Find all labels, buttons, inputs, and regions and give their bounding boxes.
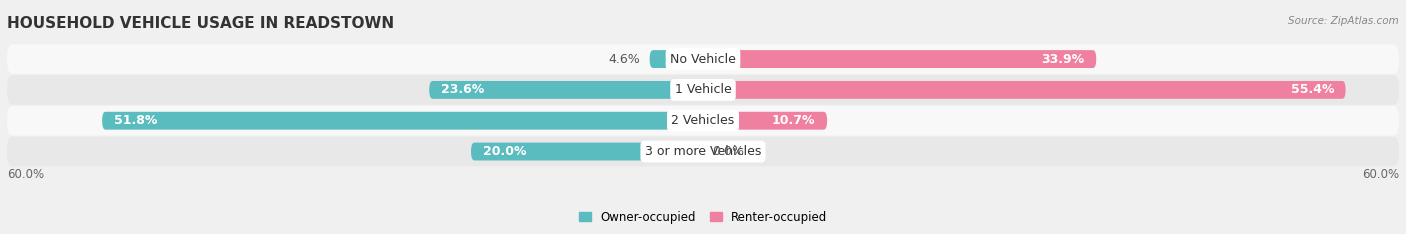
FancyBboxPatch shape — [7, 75, 1399, 105]
FancyBboxPatch shape — [471, 143, 703, 161]
FancyBboxPatch shape — [703, 112, 827, 130]
Text: 33.9%: 33.9% — [1042, 53, 1084, 66]
Text: 4.6%: 4.6% — [609, 53, 640, 66]
Legend: Owner-occupied, Renter-occupied: Owner-occupied, Renter-occupied — [574, 206, 832, 228]
Text: 60.0%: 60.0% — [7, 168, 44, 182]
Text: HOUSEHOLD VEHICLE USAGE IN READSTOWN: HOUSEHOLD VEHICLE USAGE IN READSTOWN — [7, 16, 394, 31]
FancyBboxPatch shape — [7, 44, 1399, 74]
Text: 51.8%: 51.8% — [114, 114, 157, 127]
FancyBboxPatch shape — [7, 106, 1399, 135]
FancyBboxPatch shape — [103, 112, 703, 130]
FancyBboxPatch shape — [650, 50, 703, 68]
Text: 10.7%: 10.7% — [772, 114, 815, 127]
FancyBboxPatch shape — [703, 81, 1346, 99]
FancyBboxPatch shape — [429, 81, 703, 99]
FancyBboxPatch shape — [703, 50, 1097, 68]
Text: Source: ZipAtlas.com: Source: ZipAtlas.com — [1288, 16, 1399, 26]
Text: 1 Vehicle: 1 Vehicle — [675, 83, 731, 96]
Text: 2 Vehicles: 2 Vehicles — [672, 114, 734, 127]
Text: 20.0%: 20.0% — [482, 145, 526, 158]
Text: No Vehicle: No Vehicle — [671, 53, 735, 66]
Text: 3 or more Vehicles: 3 or more Vehicles — [645, 145, 761, 158]
Text: 0.0%: 0.0% — [713, 145, 744, 158]
Text: 23.6%: 23.6% — [441, 83, 484, 96]
Text: 60.0%: 60.0% — [1362, 168, 1399, 182]
Text: 55.4%: 55.4% — [1291, 83, 1334, 96]
FancyBboxPatch shape — [7, 137, 1399, 166]
